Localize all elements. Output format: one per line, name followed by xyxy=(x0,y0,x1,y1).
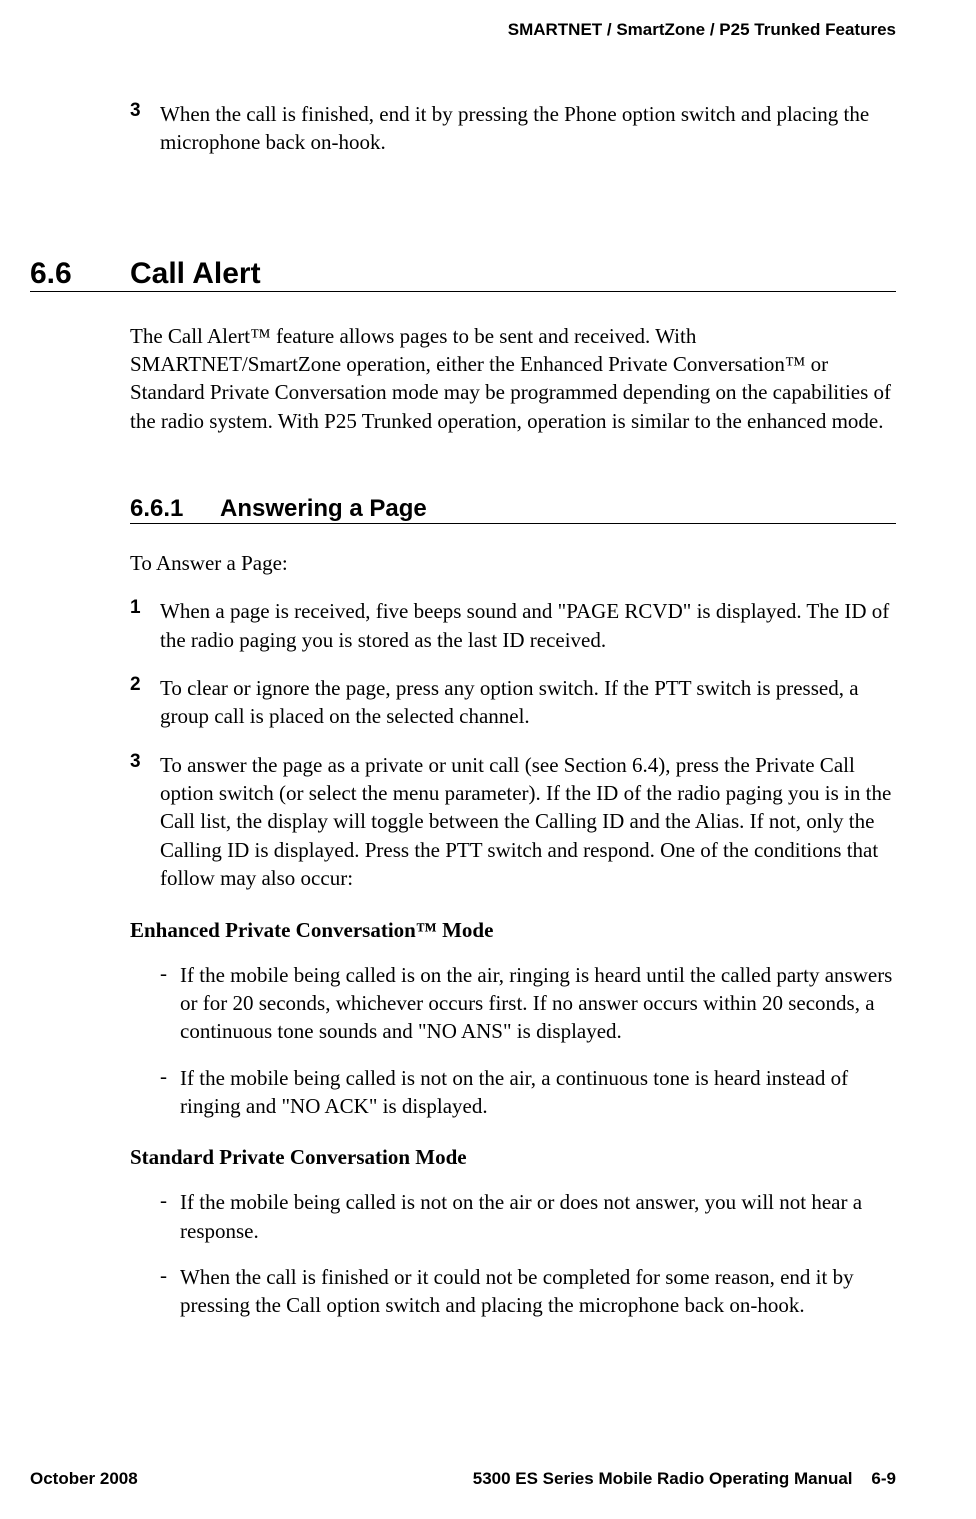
mode2-bullet-1: - If the mobile being called is not on t… xyxy=(130,1188,896,1245)
step-text: When a page is received, five beeps soun… xyxy=(160,597,896,654)
step-number: 2 xyxy=(130,674,160,731)
dash-icon: - xyxy=(160,961,180,1046)
page: SMARTNET / SmartZone / P25 Trunked Featu… xyxy=(0,0,976,1519)
step-number: 3 xyxy=(130,100,160,157)
step-3: 3 To answer the page as a private or uni… xyxy=(130,751,896,893)
bullet-text: If the mobile being called is on the air… xyxy=(180,961,896,1046)
dash-icon: - xyxy=(160,1263,180,1320)
section-title: Call Alert xyxy=(130,257,261,291)
mode1-bullet-2: - If the mobile being called is not on t… xyxy=(130,1064,896,1121)
subsection-heading: 6.6.1 Answering a Page xyxy=(130,495,896,524)
subsection-number: 6.6.1 xyxy=(130,495,220,523)
footer-manual-title: 5300 ES Series Mobile Radio Operating Ma… xyxy=(473,1469,853,1488)
footer-page-number: 6-9 xyxy=(871,1469,896,1488)
step-text: To answer the page as a private or unit … xyxy=(160,751,896,893)
section-number: 6.6 xyxy=(30,257,130,291)
step-number: 1 xyxy=(130,597,160,654)
footer-date: October 2008 xyxy=(30,1469,138,1489)
step-number: 3 xyxy=(130,751,160,893)
mode1-title: Enhanced Private Conversation™ Mode xyxy=(130,918,896,943)
intro-step-3: 3 When the call is finished, end it by p… xyxy=(130,100,896,157)
page-footer: October 2008 5300 ES Series Mobile Radio… xyxy=(30,1469,896,1489)
bullet-text: If the mobile being called is not on the… xyxy=(180,1064,896,1121)
subsection-lead: To Answer a Page: xyxy=(130,549,896,577)
step-text: To clear or ignore the page, press any o… xyxy=(160,674,896,731)
bullet-text: When the call is finished or it could no… xyxy=(180,1263,896,1320)
mode2-title: Standard Private Conversation Mode xyxy=(130,1145,896,1170)
dash-icon: - xyxy=(160,1188,180,1245)
bullet-text: If the mobile being called is not on the… xyxy=(180,1188,896,1245)
footer-title-page: 5300 ES Series Mobile Radio Operating Ma… xyxy=(473,1469,896,1489)
step-1: 1 When a page is received, five beeps so… xyxy=(130,597,896,654)
running-header: SMARTNET / SmartZone / P25 Trunked Featu… xyxy=(30,20,896,40)
section-heading: 6.6 Call Alert xyxy=(30,257,896,292)
mode2-bullet-2: - When the call is finished or it could … xyxy=(130,1263,896,1320)
section-content: The Call Alert™ feature allows pages to … xyxy=(30,322,896,1320)
section-paragraph: The Call Alert™ feature allows pages to … xyxy=(130,322,896,435)
subsection-title: Answering a Page xyxy=(220,495,427,523)
step-text: When the call is finished, end it by pre… xyxy=(160,100,896,157)
step-2: 2 To clear or ignore the page, press any… xyxy=(130,674,896,731)
mode1-bullet-1: - If the mobile being called is on the a… xyxy=(130,961,896,1046)
dash-icon: - xyxy=(160,1064,180,1121)
content-area: 3 When the call is finished, end it by p… xyxy=(30,100,896,157)
